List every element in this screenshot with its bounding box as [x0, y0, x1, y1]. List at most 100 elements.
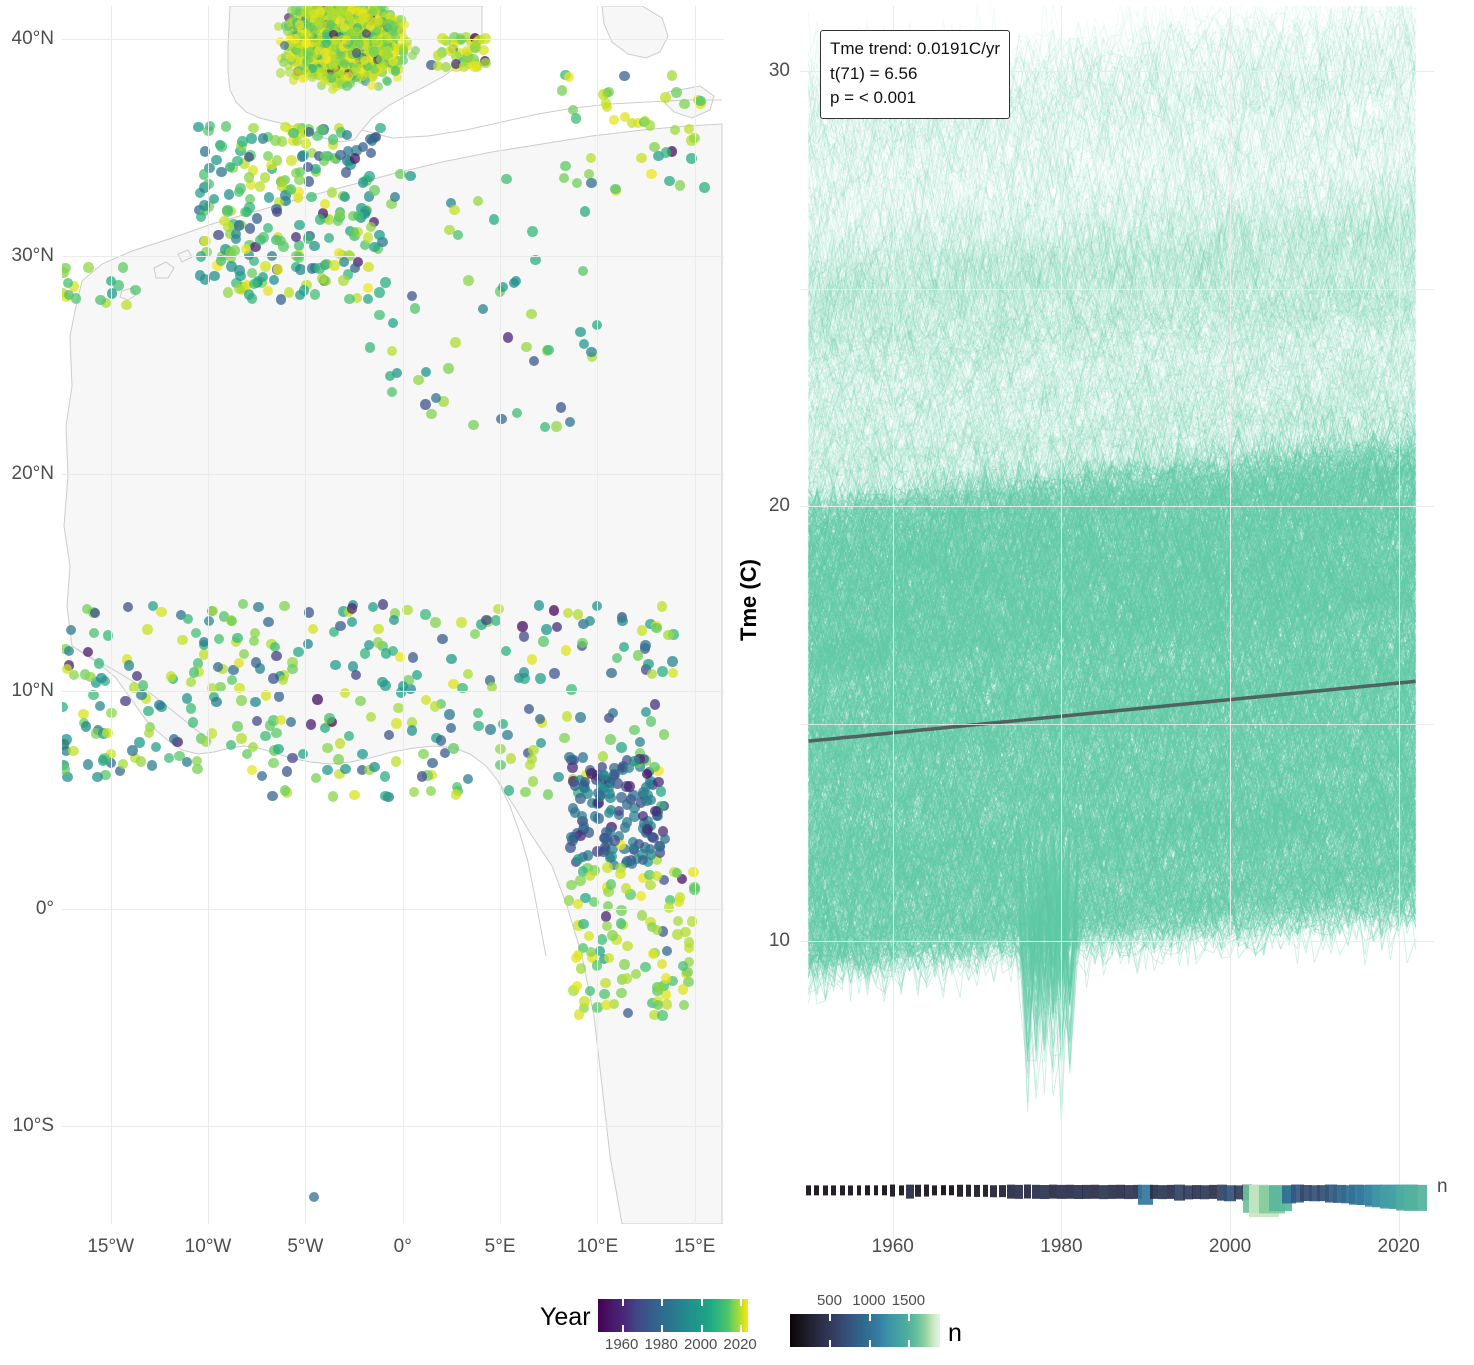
map-point [185, 703, 197, 714]
map-point [384, 19, 394, 29]
map-point [280, 40, 290, 50]
map-x-tick: 15°W [87, 1236, 135, 1257]
map-point [578, 752, 589, 763]
map-point [308, 69, 318, 79]
map-point [660, 92, 671, 103]
map-point [624, 781, 635, 792]
map-point [63, 645, 75, 657]
map-point [527, 776, 539, 787]
map-point [335, 149, 346, 161]
map-point [445, 45, 456, 56]
map-point [334, 738, 346, 749]
map-point [312, 20, 322, 30]
map-point [349, 153, 361, 164]
map-point [150, 741, 161, 753]
map-point [575, 712, 586, 723]
map-point [663, 902, 675, 913]
map-point [244, 172, 255, 183]
occurrence-map-panel[interactable] [62, 6, 724, 1224]
map-point [368, 71, 378, 81]
map-point [211, 154, 222, 166]
map-point [369, 185, 380, 196]
map-point [553, 771, 564, 783]
map-point [287, 53, 297, 63]
map-point [271, 155, 283, 166]
map-point [327, 134, 339, 145]
map-point [244, 202, 255, 213]
map-point [535, 673, 546, 684]
map-point [302, 233, 314, 244]
map-point [267, 790, 278, 802]
map-point [226, 261, 237, 272]
map-point [616, 987, 627, 999]
map-point [602, 862, 613, 873]
map-point [374, 82, 384, 92]
map-point [211, 696, 222, 708]
map-point [430, 617, 441, 628]
map-point [324, 6, 335, 15]
map-point [268, 758, 279, 769]
map-point [127, 745, 138, 756]
map-point [673, 896, 685, 907]
map-point [649, 141, 660, 153]
map-point [390, 66, 401, 76]
map-point [589, 811, 601, 822]
map-point [620, 883, 632, 894]
map-point [284, 67, 295, 77]
map-point [286, 6, 296, 16]
map-point [528, 745, 539, 756]
map-point [410, 46, 420, 56]
map-point [293, 7, 304, 17]
map-x-tick: 15°E [674, 1236, 716, 1257]
map-point [579, 996, 590, 1007]
map-point [94, 700, 106, 711]
map-point [332, 215, 344, 227]
map-point [246, 133, 257, 144]
map-point [561, 711, 573, 722]
map-point [297, 27, 307, 37]
map-point [565, 842, 576, 853]
map-point [597, 751, 609, 762]
map-point [279, 600, 290, 611]
map-point [405, 170, 416, 182]
map-point [93, 658, 104, 669]
map-point [335, 620, 346, 631]
map-point [317, 19, 327, 29]
map-point [222, 287, 234, 298]
map-point [683, 937, 695, 948]
map-point [236, 733, 247, 744]
map-point [244, 223, 255, 234]
map-gridline-h [62, 908, 724, 910]
map-point [622, 940, 633, 952]
map-point [621, 817, 633, 828]
map-point [332, 67, 342, 78]
map-y-tick: 40°N [11, 27, 54, 49]
map-gridline-v [110, 6, 112, 1224]
map-point [651, 622, 662, 633]
map-point [378, 61, 389, 71]
map-point [327, 791, 339, 802]
map-point [653, 776, 664, 788]
map-point [661, 147, 672, 158]
map-x-tick: 10°E [576, 1236, 619, 1257]
map-point [675, 180, 686, 191]
map-point [560, 160, 571, 171]
map-point [579, 206, 591, 217]
map-point [469, 628, 481, 639]
map-point [316, 66, 326, 76]
map-point [679, 98, 690, 110]
map-point [181, 756, 193, 768]
map-point [518, 631, 530, 642]
map-point [399, 45, 409, 55]
map-point [295, 264, 306, 275]
map-point [92, 771, 103, 783]
map-point [641, 795, 652, 807]
map-point [232, 721, 243, 732]
map-point [600, 98, 612, 109]
map-point [643, 659, 654, 670]
map-point [369, 762, 380, 773]
map-y-tick: 0° [35, 897, 54, 919]
map-point [586, 346, 597, 358]
map-point [472, 707, 484, 719]
